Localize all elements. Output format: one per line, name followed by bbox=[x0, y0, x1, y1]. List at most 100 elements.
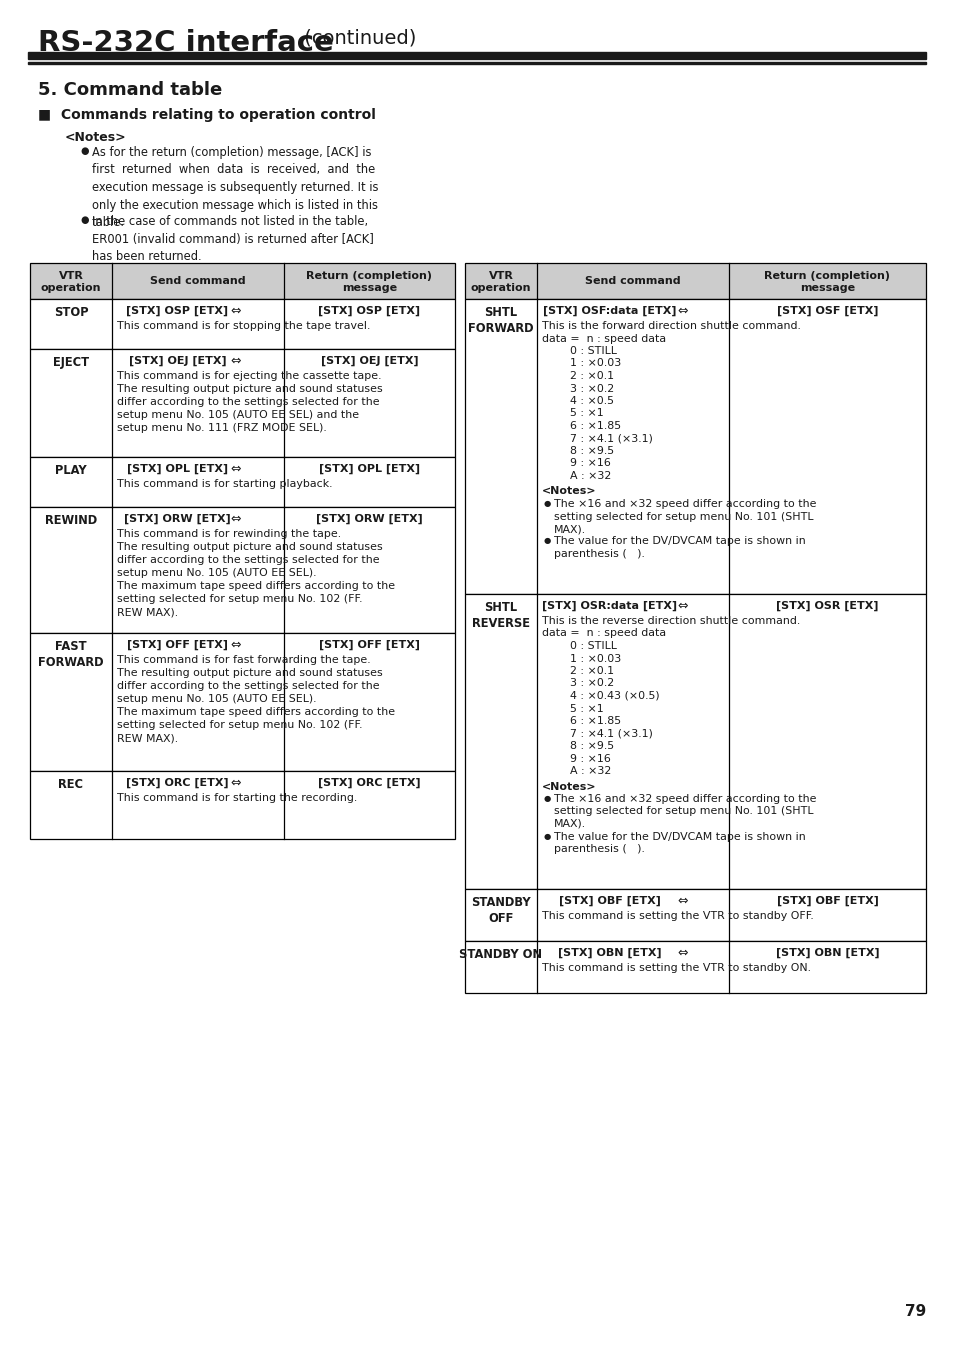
Text: As for the return (completion) message, [ACK] is
first  returned  when  data  is: As for the return (completion) message, … bbox=[91, 146, 378, 230]
Bar bbox=[28, 62, 925, 63]
Text: VTR
operation: VTR operation bbox=[470, 272, 531, 293]
Text: STANDBY
OFF: STANDBY OFF bbox=[471, 896, 530, 925]
Text: ⇔: ⇔ bbox=[677, 600, 687, 613]
Text: 5 : ×1: 5 : ×1 bbox=[541, 704, 603, 713]
Bar bbox=[30, 263, 455, 299]
Text: A : ×32: A : ×32 bbox=[541, 766, 611, 775]
Text: This command is for starting the recording.: This command is for starting the recordi… bbox=[117, 793, 356, 802]
Text: EJECT: EJECT bbox=[52, 357, 89, 369]
Text: [STX] OBF [ETX]: [STX] OBF [ETX] bbox=[558, 896, 660, 907]
Text: data =  n : speed data: data = n : speed data bbox=[541, 334, 665, 343]
Text: PLAY: PLAY bbox=[55, 463, 87, 477]
Text: 8 : ×9.5: 8 : ×9.5 bbox=[541, 446, 614, 457]
Text: 2 : ×0.1: 2 : ×0.1 bbox=[541, 666, 614, 676]
Text: Return (completion)
message: Return (completion) message bbox=[763, 272, 889, 293]
Text: [STX] OFF [ETX]: [STX] OFF [ETX] bbox=[318, 640, 419, 650]
Text: (continued): (continued) bbox=[297, 28, 416, 49]
Text: ●: ● bbox=[80, 146, 89, 155]
Text: 0 : STILL: 0 : STILL bbox=[541, 640, 617, 651]
Text: This command is for starting playback.: This command is for starting playback. bbox=[117, 480, 333, 489]
Text: [STX] OPL [ETX]: [STX] OPL [ETX] bbox=[127, 463, 228, 474]
Text: SHTL
REVERSE: SHTL REVERSE bbox=[472, 601, 530, 630]
Text: ⇔: ⇔ bbox=[231, 513, 241, 526]
Text: ⇔: ⇔ bbox=[677, 894, 687, 908]
Bar bbox=[28, 51, 925, 59]
Text: [STX] ORW [ETX]: [STX] ORW [ETX] bbox=[315, 513, 422, 524]
Bar bbox=[464, 299, 925, 594]
Text: [STX] OFF [ETX]: [STX] OFF [ETX] bbox=[127, 640, 228, 650]
Text: Send command: Send command bbox=[584, 276, 680, 286]
Text: 7 : ×4.1 (×3.1): 7 : ×4.1 (×3.1) bbox=[541, 434, 652, 443]
Text: This command is for ejecting the cassette tape.
The resulting output picture and: This command is for ejecting the cassett… bbox=[117, 372, 382, 434]
Text: [STX] OBN [ETX]: [STX] OBN [ETX] bbox=[558, 948, 661, 958]
Text: RS-232C interface: RS-232C interface bbox=[38, 28, 334, 57]
Text: <Notes>: <Notes> bbox=[65, 131, 127, 145]
Text: 4 : ×0.43 (×0.5): 4 : ×0.43 (×0.5) bbox=[541, 690, 659, 701]
Text: The ×16 and ×32 speed differ according to the: The ×16 and ×32 speed differ according t… bbox=[554, 794, 816, 804]
Text: parenthesis (   ).: parenthesis ( ). bbox=[554, 844, 644, 854]
Text: This is the forward direction shuttle command.: This is the forward direction shuttle co… bbox=[541, 322, 800, 331]
Text: ⇔: ⇔ bbox=[231, 777, 241, 790]
Text: MAX).: MAX). bbox=[554, 524, 585, 534]
Text: [STX] ORW [ETX]: [STX] ORW [ETX] bbox=[124, 513, 231, 524]
Text: VTR
operation: VTR operation bbox=[41, 272, 101, 293]
Text: This command is for fast forwarding the tape.
The resulting output picture and s: This command is for fast forwarding the … bbox=[117, 655, 395, 743]
Text: ⇔: ⇔ bbox=[231, 305, 241, 317]
Text: [STX] OSF [ETX]: [STX] OSF [ETX] bbox=[776, 305, 878, 316]
Text: 2 : ×0.1: 2 : ×0.1 bbox=[541, 372, 614, 381]
Text: 9 : ×16: 9 : ×16 bbox=[541, 754, 610, 763]
Text: [STX] OSP [ETX]: [STX] OSP [ETX] bbox=[318, 305, 420, 316]
Text: STANDBY ON: STANDBY ON bbox=[459, 948, 542, 961]
Bar bbox=[464, 594, 925, 889]
Text: [STX] OEJ [ETX]: [STX] OEJ [ETX] bbox=[320, 357, 417, 366]
Bar bbox=[30, 299, 455, 349]
Bar bbox=[30, 349, 455, 457]
Text: ●: ● bbox=[80, 215, 89, 226]
Text: 5 : ×1: 5 : ×1 bbox=[541, 408, 603, 419]
Text: 5. Command table: 5. Command table bbox=[38, 81, 222, 99]
Text: ●: ● bbox=[543, 794, 551, 802]
Text: MAX).: MAX). bbox=[554, 819, 585, 830]
Text: ⇔: ⇔ bbox=[231, 463, 241, 476]
Text: 6 : ×1.85: 6 : ×1.85 bbox=[541, 422, 620, 431]
Text: 3 : ×0.2: 3 : ×0.2 bbox=[541, 384, 614, 393]
Text: setting selected for setup menu No. 101 (SHTL: setting selected for setup menu No. 101 … bbox=[554, 512, 813, 521]
Text: The value for the DV/DVCAM tape is shown in: The value for the DV/DVCAM tape is shown… bbox=[554, 536, 805, 547]
Text: ⇔: ⇔ bbox=[231, 355, 241, 367]
Text: ⇔: ⇔ bbox=[677, 305, 687, 317]
Text: data =  n : speed data: data = n : speed data bbox=[541, 628, 665, 639]
Text: [STX] OBF [ETX]: [STX] OBF [ETX] bbox=[776, 896, 878, 907]
Bar bbox=[30, 771, 455, 839]
Text: 1 : ×0.03: 1 : ×0.03 bbox=[541, 358, 620, 369]
Text: 0 : STILL: 0 : STILL bbox=[541, 346, 617, 357]
Text: SHTL
FORWARD: SHTL FORWARD bbox=[468, 305, 534, 335]
Text: Return (completion)
message: Return (completion) message bbox=[306, 272, 432, 293]
Bar bbox=[30, 507, 455, 634]
Text: In the case of commands not listed in the table,
ER001 (invalid command) is retu: In the case of commands not listed in th… bbox=[91, 215, 374, 263]
Text: [STX] OEJ [ETX]: [STX] OEJ [ETX] bbox=[129, 357, 226, 366]
Text: 8 : ×9.5: 8 : ×9.5 bbox=[541, 740, 614, 751]
Text: setting selected for setup menu No. 101 (SHTL: setting selected for setup menu No. 101 … bbox=[554, 807, 813, 816]
Text: parenthesis (   ).: parenthesis ( ). bbox=[554, 549, 644, 559]
Text: 9 : ×16: 9 : ×16 bbox=[541, 458, 610, 469]
Text: [STX] OBN [ETX]: [STX] OBN [ETX] bbox=[775, 948, 879, 958]
Text: [STX] ORC [ETX]: [STX] ORC [ETX] bbox=[318, 778, 420, 788]
Text: [STX] OSR:data [ETX]: [STX] OSR:data [ETX] bbox=[542, 601, 677, 611]
Text: A : ×32: A : ×32 bbox=[541, 471, 611, 481]
Text: [STX] OSF:data [ETX]: [STX] OSF:data [ETX] bbox=[542, 305, 676, 316]
Text: 7 : ×4.1 (×3.1): 7 : ×4.1 (×3.1) bbox=[541, 728, 652, 739]
Bar bbox=[464, 263, 925, 299]
Text: REWIND: REWIND bbox=[45, 513, 97, 527]
Text: STOP: STOP bbox=[53, 305, 89, 319]
Text: ⇔: ⇔ bbox=[231, 639, 241, 653]
Text: ⇔: ⇔ bbox=[677, 947, 687, 961]
Text: FAST
FORWARD: FAST FORWARD bbox=[38, 640, 104, 669]
Text: ●: ● bbox=[543, 536, 551, 546]
Bar bbox=[464, 889, 925, 942]
Text: This command is for rewinding the tape.
The resulting output picture and sound s: This command is for rewinding the tape. … bbox=[117, 530, 395, 617]
Text: This command is setting the VTR to standby OFF.: This command is setting the VTR to stand… bbox=[541, 911, 813, 921]
Text: ●: ● bbox=[543, 499, 551, 508]
Text: The value for the DV/DVCAM tape is shown in: The value for the DV/DVCAM tape is shown… bbox=[554, 831, 805, 842]
Text: 3 : ×0.2: 3 : ×0.2 bbox=[541, 678, 614, 689]
Text: ●: ● bbox=[543, 831, 551, 840]
